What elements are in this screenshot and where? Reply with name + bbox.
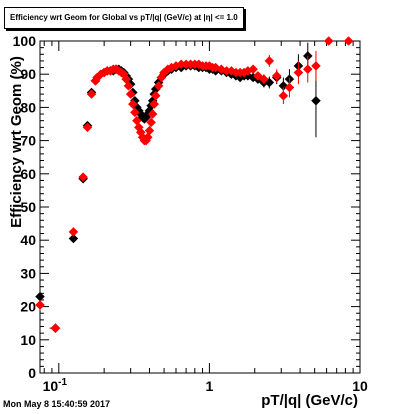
data-point: [311, 61, 321, 71]
data-point: [153, 80, 164, 91]
data-point: [86, 89, 97, 99]
data-point: [50, 323, 61, 334]
data-point: [343, 36, 354, 46]
x-tick-label: 1: [206, 378, 214, 394]
y-tick-label: 30: [20, 265, 36, 281]
y-tick-label: 10: [20, 332, 36, 348]
data-point: [82, 122, 93, 133]
data-point: [284, 82, 295, 93]
y-tick-label: 80: [20, 99, 36, 115]
data-point: [147, 109, 158, 119]
x-tick-label: 10: [352, 378, 368, 394]
data-points: [35, 36, 354, 334]
data-point: [278, 90, 289, 101]
data-point: [125, 89, 136, 99]
data-point: [271, 71, 282, 81]
x-axis-label: pT/|q| (GeV/c): [261, 392, 358, 409]
data-point: [68, 227, 79, 237]
data-point: [149, 99, 160, 109]
data-point: [144, 125, 155, 136]
data-point: [68, 233, 79, 244]
y-tick-label: 20: [20, 299, 36, 315]
chart-title-text: Efficiency wrt Geom for Global vs pT/|q|…: [10, 13, 238, 22]
data-point: [127, 99, 138, 109]
data-point: [323, 36, 334, 46]
timestamp: Mon May 8 15:40:59 2017: [3, 399, 111, 409]
data-point: [248, 64, 258, 75]
y-tick-label: 70: [20, 133, 36, 149]
data-point: [259, 74, 269, 85]
data-point: [142, 132, 153, 143]
y-tick-label: 40: [20, 232, 36, 248]
plot-axes: [39, 40, 361, 374]
data-point: [264, 56, 275, 66]
data-point: [293, 67, 304, 78]
y-axis-label: Efficiency wrt Geom (%): [8, 56, 25, 228]
series-2: [35, 36, 354, 334]
x-tick-label: 10-1: [43, 377, 68, 394]
data-point: [78, 172, 88, 182]
data-point: [302, 64, 313, 75]
y-tick-label: 0: [28, 365, 36, 381]
tick-labels: 0 10 20 30 40 50 60 70 80 90 100 10-1 1 10: [13, 33, 368, 394]
y-tick-label: 60: [20, 166, 36, 182]
data-point: [123, 80, 134, 91]
y-tick-label: 90: [20, 66, 36, 82]
data-point: [146, 117, 156, 128]
plot-frame: [39, 40, 361, 374]
data-point: [311, 95, 321, 106]
y-tick-label: 50: [20, 199, 36, 215]
y-tick-label: 100: [13, 33, 37, 49]
series-1: [35, 42, 321, 334]
chart-title: Efficiency wrt Geom for Global vs pT/|q|…: [4, 7, 244, 29]
data-point: [150, 90, 161, 101]
data-point: [130, 107, 140, 118]
data-point: [35, 300, 45, 310]
